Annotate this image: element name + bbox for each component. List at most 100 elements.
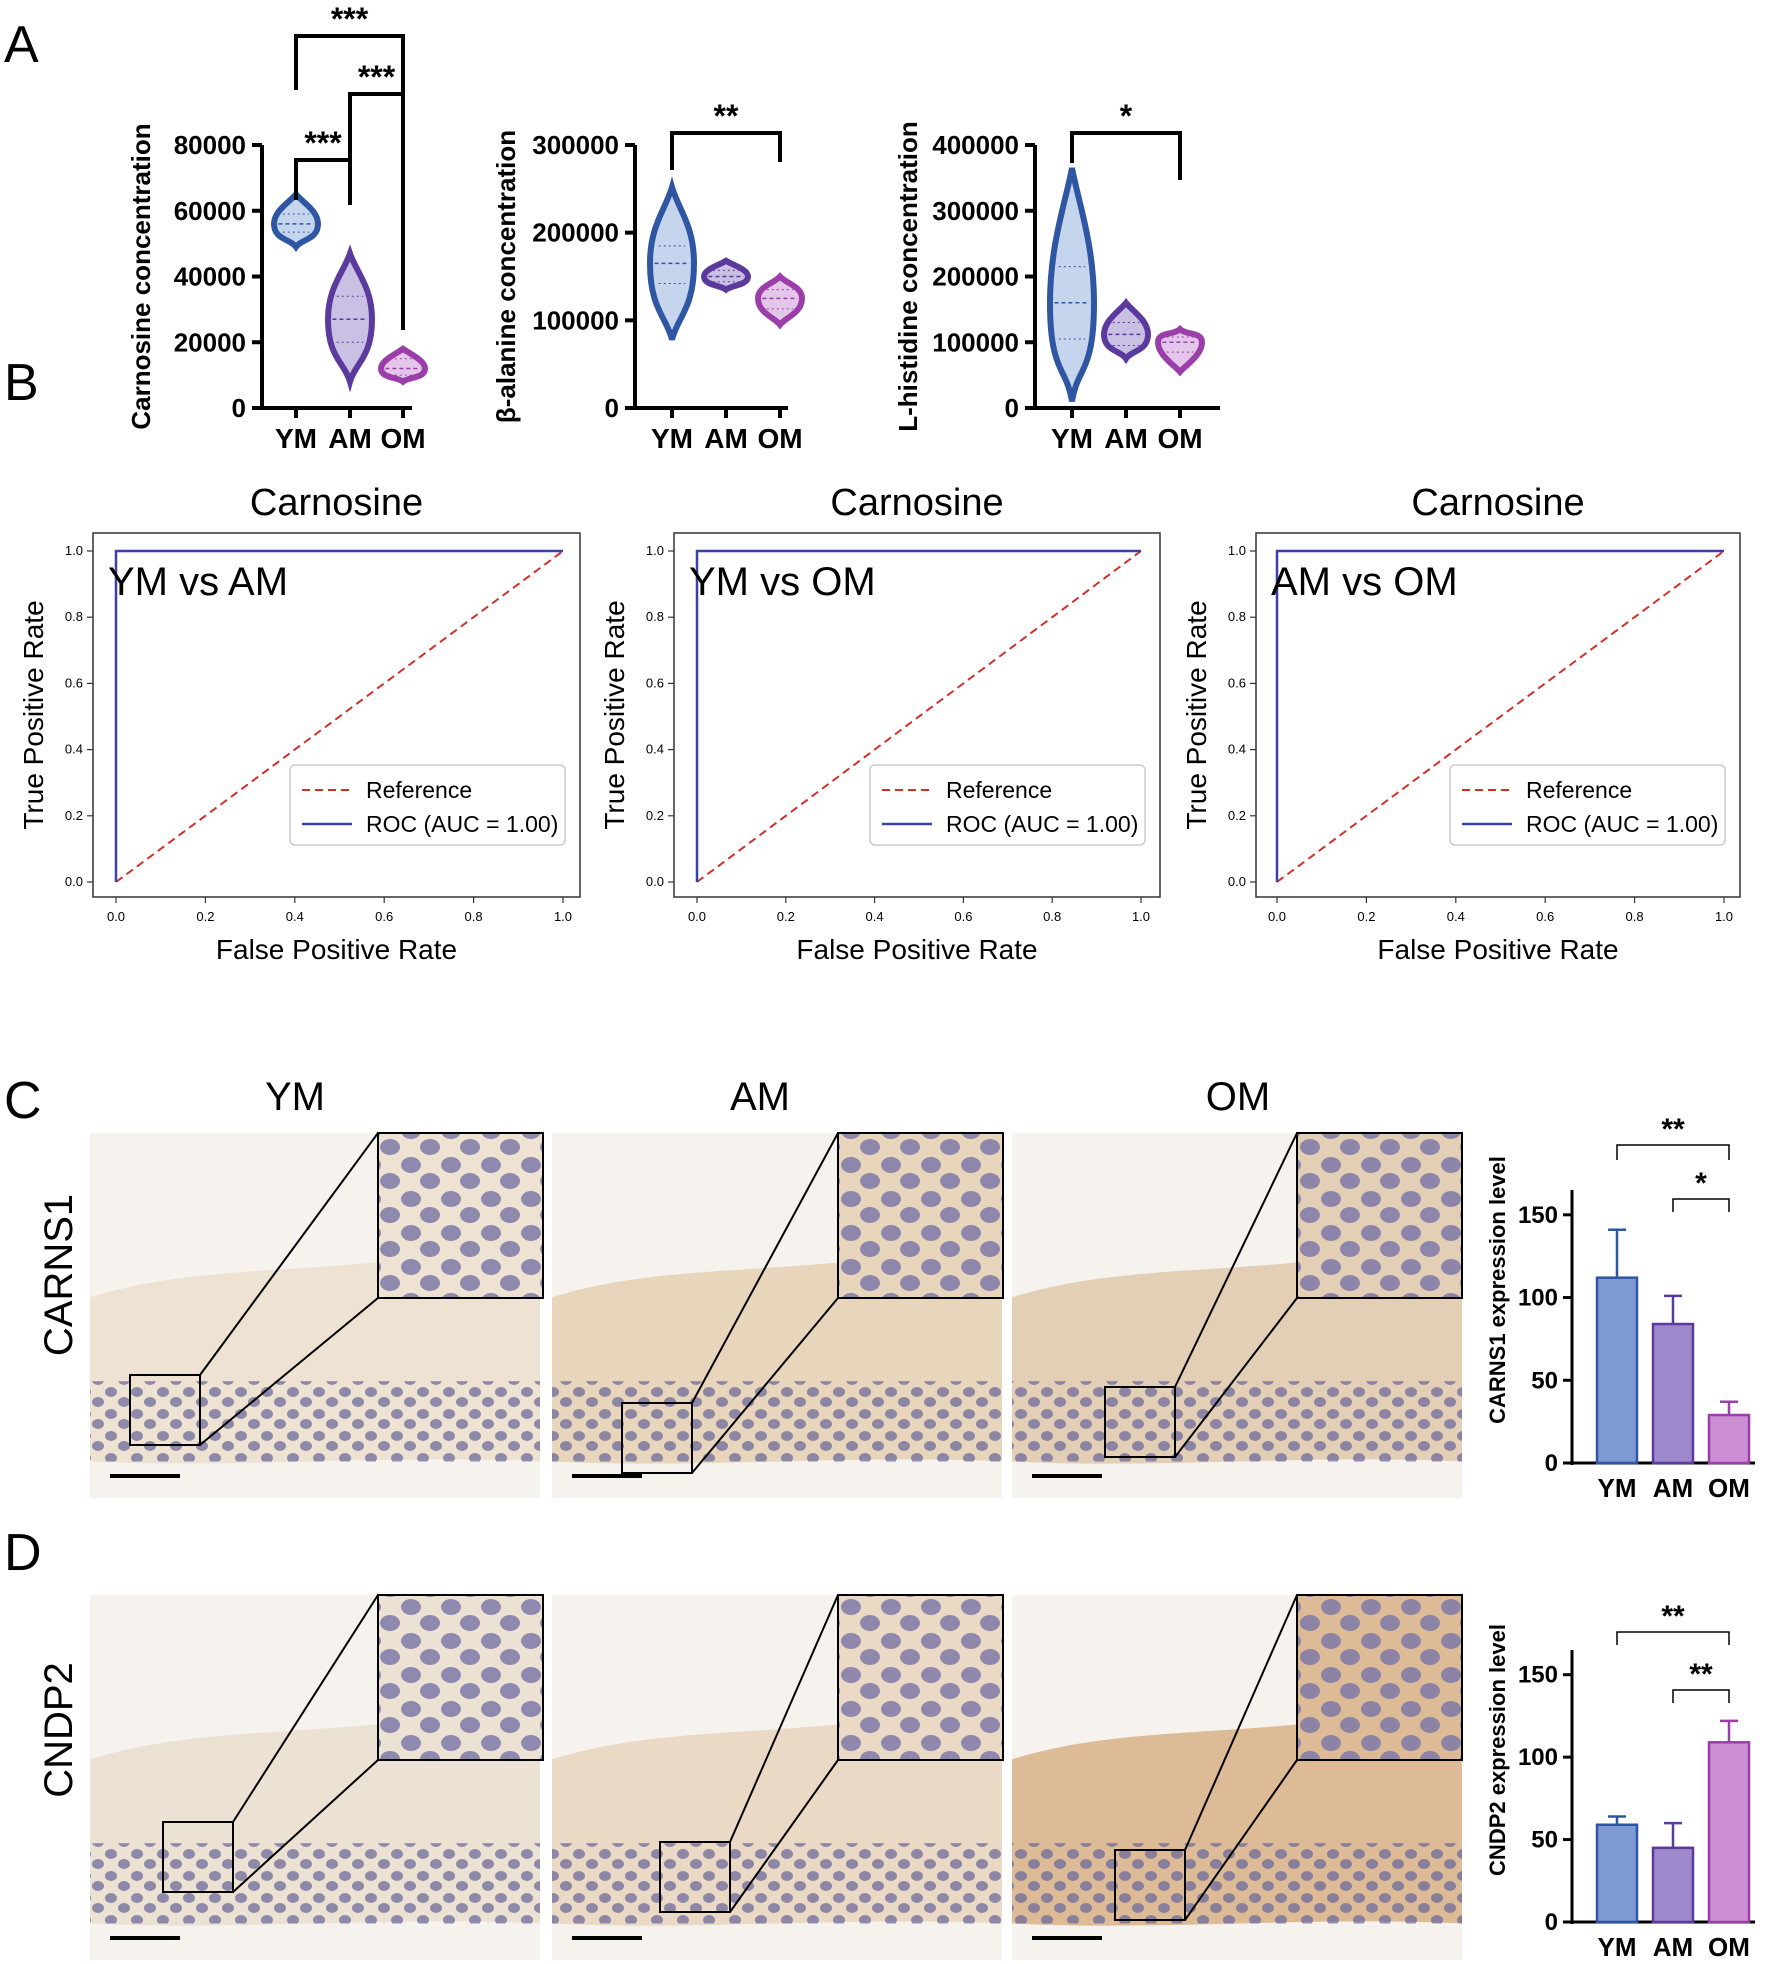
y-tick-label: 0.0 [65, 874, 83, 889]
significance-bracket [1616, 1631, 1730, 1645]
x-tick-label: YM [1051, 423, 1093, 454]
histology-image-carns1-am [552, 1132, 1004, 1498]
zoom-connector [729, 1759, 839, 1913]
legend-box [1449, 764, 1726, 846]
y-tick-label: 0 [1545, 1450, 1558, 1477]
y-tick-label: 400000 [932, 130, 1019, 160]
legend-box [289, 764, 566, 846]
x-tick-label: YM [1598, 1473, 1637, 1503]
significance-label: ** [714, 98, 739, 134]
x-tick-label: 1.0 [1132, 909, 1150, 924]
x-tick-label: 1.0 [1715, 909, 1733, 924]
x-tick-label: 0.8 [465, 909, 483, 924]
violin-om [754, 272, 806, 330]
legend-label-reference: Reference [946, 777, 1052, 803]
y-tick-label: 0.2 [646, 808, 664, 823]
x-tick-label: AM [1653, 1473, 1693, 1503]
roc-chart-am-vs-om: Carnosine 0.0 0.0 0.2 0.2 0.4 0.4 0.6 0.6 0.8 0.8 1… [1181, 482, 1741, 965]
x-tick-label: 0.6 [954, 909, 972, 924]
zoom-connector [232, 1759, 379, 1893]
y-axis-label: L-histidine concentration [893, 121, 923, 432]
x-tick-label: 0.4 [866, 909, 884, 924]
significance-bracket [1616, 1144, 1730, 1160]
significance-label: * [1120, 98, 1133, 134]
x-tick-label: 0.6 [375, 909, 393, 924]
y-tick-label: 150 [1518, 1662, 1558, 1689]
x-tick-label: 0.8 [1043, 909, 1061, 924]
y-tick-label: 100000 [932, 327, 1019, 357]
x-axis-label: False Positive Rate [796, 934, 1037, 965]
x-tick-label: 0.2 [777, 909, 795, 924]
y-tick-label: 60000 [174, 196, 246, 226]
violin-chart-l-histidine: 0 100000 200000 300000 400000 L-histidine con… [893, 98, 1220, 454]
y-tick-label: 20000 [174, 327, 246, 357]
tissue-nuclei [552, 1381, 1002, 1462]
histology-image-cndp2-om [1012, 1594, 1463, 1960]
violin-chart-beta-alanine: 0 100000 200000 300000 β-alanine concentrati… [491, 98, 806, 454]
y-axis-label: Carnosine concentration [126, 123, 156, 429]
panel-label-a: A [4, 16, 39, 74]
violin-chart-carnosine: 0 20000 40000 60000 80000 Carnosine concentra… [126, 1, 429, 454]
reference-line [1276, 550, 1725, 883]
histology-image-cndp2-am [552, 1594, 1004, 1960]
x-tick-label: OM [757, 423, 802, 454]
histology-column-am: AM [730, 1075, 790, 1119]
significance-label: ** [1661, 1600, 1685, 1633]
y-tick-label: 0.8 [1228, 609, 1246, 624]
significance-label: * [1695, 1167, 1707, 1200]
violin-om [1154, 324, 1206, 377]
reference-line [696, 550, 1142, 883]
zoom-inset-border [837, 1594, 1004, 1761]
y-tick-label: 50 [1531, 1827, 1558, 1854]
legend-label-roc: ROC (AUC = 1.00) [946, 811, 1138, 837]
y-axis-label: CARNS1 expression level [1485, 1156, 1510, 1424]
y-tick-label: 0 [1005, 393, 1019, 423]
zoom-inset-nuclei [838, 1595, 1003, 1760]
x-tick-label: YM [1598, 1932, 1637, 1962]
bar-ym [1595, 1276, 1639, 1465]
zoom-connector [199, 1132, 379, 1376]
x-tick-label: 1.0 [554, 909, 572, 924]
y-tick-label: 80000 [174, 130, 246, 160]
x-tick-label: OM [1708, 1932, 1750, 1962]
significance-bracket [348, 92, 405, 330]
y-tick-label: 100000 [532, 305, 619, 335]
x-tick-label: 0.4 [286, 909, 304, 924]
y-tick-label: 0.6 [65, 675, 83, 690]
zoom-connector [1184, 1594, 1298, 1851]
comparison-annotation: YM vs OM [689, 560, 876, 604]
zoom-inset-nuclei [1297, 1595, 1462, 1760]
zoom-inset-border [1296, 1594, 1463, 1761]
y-tick-label: 0.4 [65, 742, 83, 757]
y-tick-label: 0.6 [1228, 675, 1246, 690]
significance-label: *** [331, 1, 369, 37]
y-tick-label: 100 [1518, 1744, 1558, 1771]
y-tick-label: 40000 [174, 262, 246, 292]
y-tick-label: 300000 [532, 130, 619, 160]
violin-am [700, 257, 752, 294]
x-tick-label: 0.0 [107, 909, 125, 924]
significance-bracket [670, 131, 782, 170]
significance-label: ** [1689, 1658, 1713, 1691]
zoom-region-box [621, 1402, 693, 1474]
significance-label: *** [358, 59, 396, 95]
zoom-inset-nuclei [378, 1133, 543, 1298]
y-axis-label: True Positive Rate [1181, 600, 1212, 829]
x-tick-label: OM [1157, 423, 1202, 454]
legend-label-reference: Reference [366, 777, 472, 803]
y-tick-label: 200000 [932, 262, 1019, 292]
histology-image-carns1-om [1012, 1132, 1463, 1498]
zoom-connector [199, 1297, 379, 1446]
y-axis-label: CNDP2 expression level [1485, 1624, 1510, 1876]
zoom-connector [232, 1594, 379, 1823]
x-tick-label: OM [380, 423, 425, 454]
panel-label-b: B [4, 354, 39, 412]
zoom-connector [1174, 1132, 1298, 1388]
bar-am [1651, 1322, 1695, 1465]
violin-ym [1046, 167, 1098, 402]
zoom-region-box [162, 1821, 234, 1893]
y-tick-label: 1.0 [646, 543, 664, 558]
zoom-region-box [659, 1841, 731, 1913]
y-tick-label: 0.4 [646, 742, 664, 757]
y-tick-label: 0.0 [646, 874, 664, 889]
